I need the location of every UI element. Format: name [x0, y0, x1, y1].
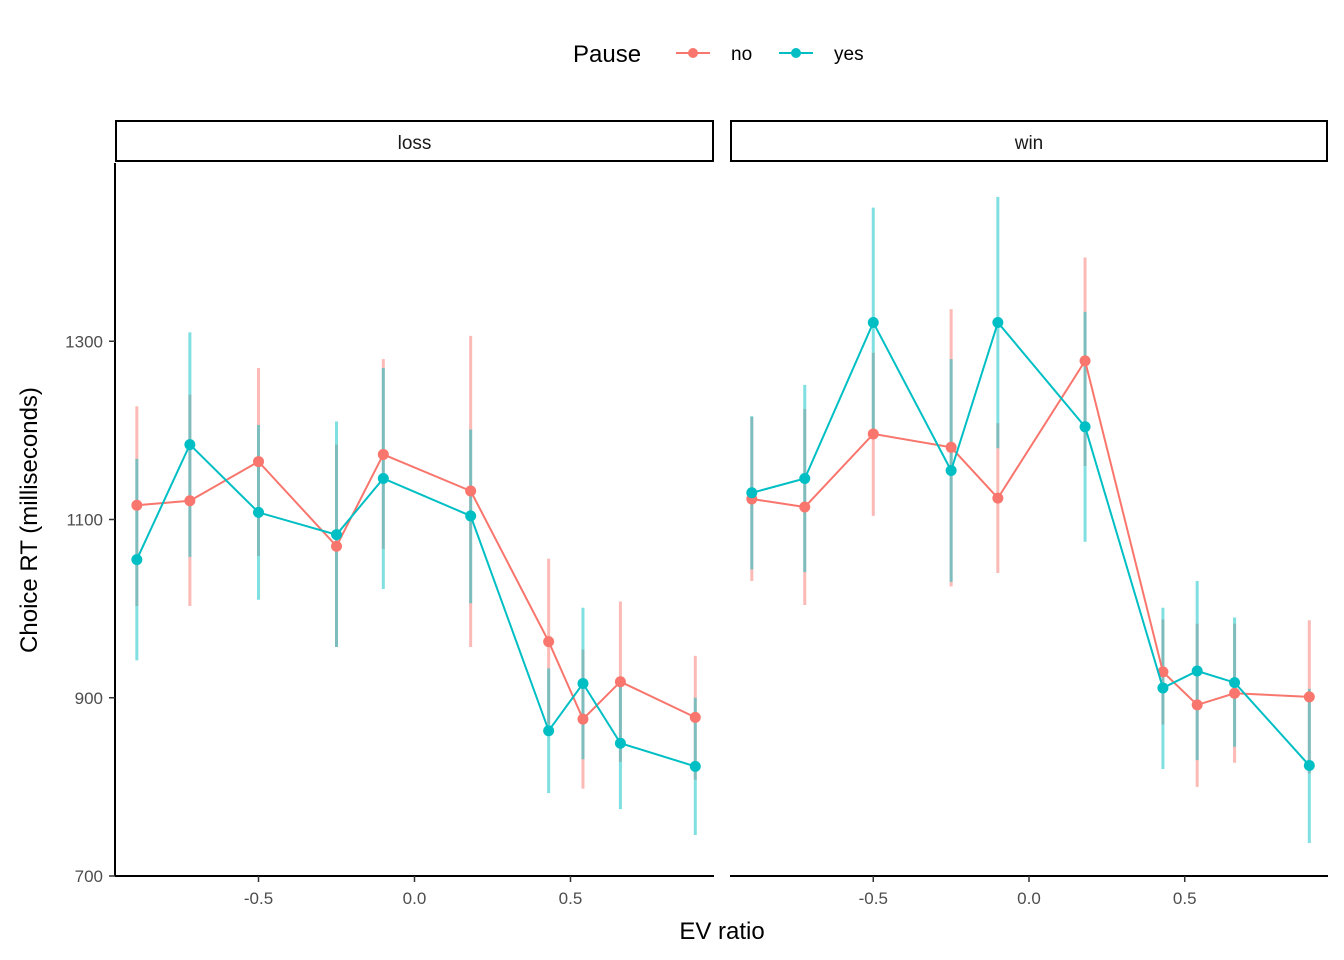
data-point-yes [1191, 665, 1203, 677]
data-point-yes [746, 487, 758, 499]
y-tick-label: 1300 [65, 332, 103, 351]
data-point-yes [331, 529, 343, 541]
data-point-yes [689, 760, 701, 772]
y-axis: 700 900 1100 1300 [65, 163, 116, 886]
data-point-yes [577, 677, 589, 689]
series-line-no [136, 453, 696, 721]
data-point-no [689, 711, 701, 723]
data-point-yes [184, 439, 196, 451]
data-point-yes [1079, 421, 1091, 433]
data-point-no [992, 492, 1004, 504]
panel-loss: loss -0.5 0.0 0.5 [115, 120, 714, 908]
data-point-yes [543, 725, 555, 737]
strip-loss [115, 120, 714, 162]
data-point-no [331, 540, 343, 552]
legend-label-yes: yes [834, 44, 864, 65]
series-line-yes [751, 320, 1311, 767]
data-point-no [614, 676, 626, 688]
data-point-no [1229, 687, 1241, 699]
data-point-yes [253, 506, 265, 518]
data-point-no [184, 495, 196, 507]
x-tick-label: 0.0 [1017, 889, 1041, 908]
data-point-yes [1157, 682, 1169, 694]
x-tick-label: -0.5 [859, 889, 888, 908]
y-tick-label: 900 [75, 689, 103, 708]
x-tick-label: 0.0 [403, 889, 427, 908]
data-point-no [543, 636, 555, 648]
data-point-no [867, 428, 879, 440]
series-line-no [751, 358, 1310, 707]
data-point-yes [867, 317, 879, 329]
data-point-yes [799, 473, 811, 485]
panel-win: win -0.5 0.0 0.5 [730, 120, 1328, 908]
data-point-no [945, 441, 957, 453]
y-tick-label: 1100 [66, 511, 103, 530]
legend-label-no: no [731, 44, 752, 65]
data-point-yes [465, 510, 477, 522]
data-point-no [799, 501, 811, 513]
data-point-no [377, 448, 389, 460]
y-tick-label: 700 [75, 867, 103, 886]
data-point-no [253, 456, 265, 468]
x-tick-label: -0.5 [244, 889, 273, 908]
series-line-yes [135, 442, 696, 768]
data-point-yes [614, 737, 626, 749]
data-point-no [1157, 666, 1169, 678]
x-axis-title: EV ratio [679, 918, 764, 945]
data-point-yes [1229, 677, 1241, 689]
data-point-no [1079, 355, 1091, 367]
facet-panels: loss -0.5 0.0 0.5 win -0.5 0.0 0.5 [115, 120, 1328, 908]
strip-label-loss: loss [398, 133, 432, 154]
data-point-yes [1303, 759, 1315, 771]
legend-title: Pause [573, 41, 641, 68]
data-point-no [131, 499, 143, 511]
strip-win [730, 120, 1328, 162]
strip-label-win: win [1014, 133, 1044, 154]
data-point-yes [377, 473, 389, 485]
data-point-no [1191, 699, 1203, 711]
x-tick-label: 0.5 [559, 889, 583, 908]
data-point-no [465, 485, 477, 497]
x-tick-label: 0.5 [1173, 889, 1197, 908]
y-axis-title: Choice RT (milliseconds) [16, 387, 43, 653]
data-point-no [1303, 691, 1315, 703]
legend-key-no [676, 48, 710, 58]
legend-key-yes [779, 48, 813, 58]
data-point-yes [945, 464, 957, 476]
data-point-no [577, 713, 589, 725]
data-point-yes [131, 554, 143, 566]
legend: Pause no yes [573, 41, 864, 68]
data-point-yes [992, 317, 1004, 329]
